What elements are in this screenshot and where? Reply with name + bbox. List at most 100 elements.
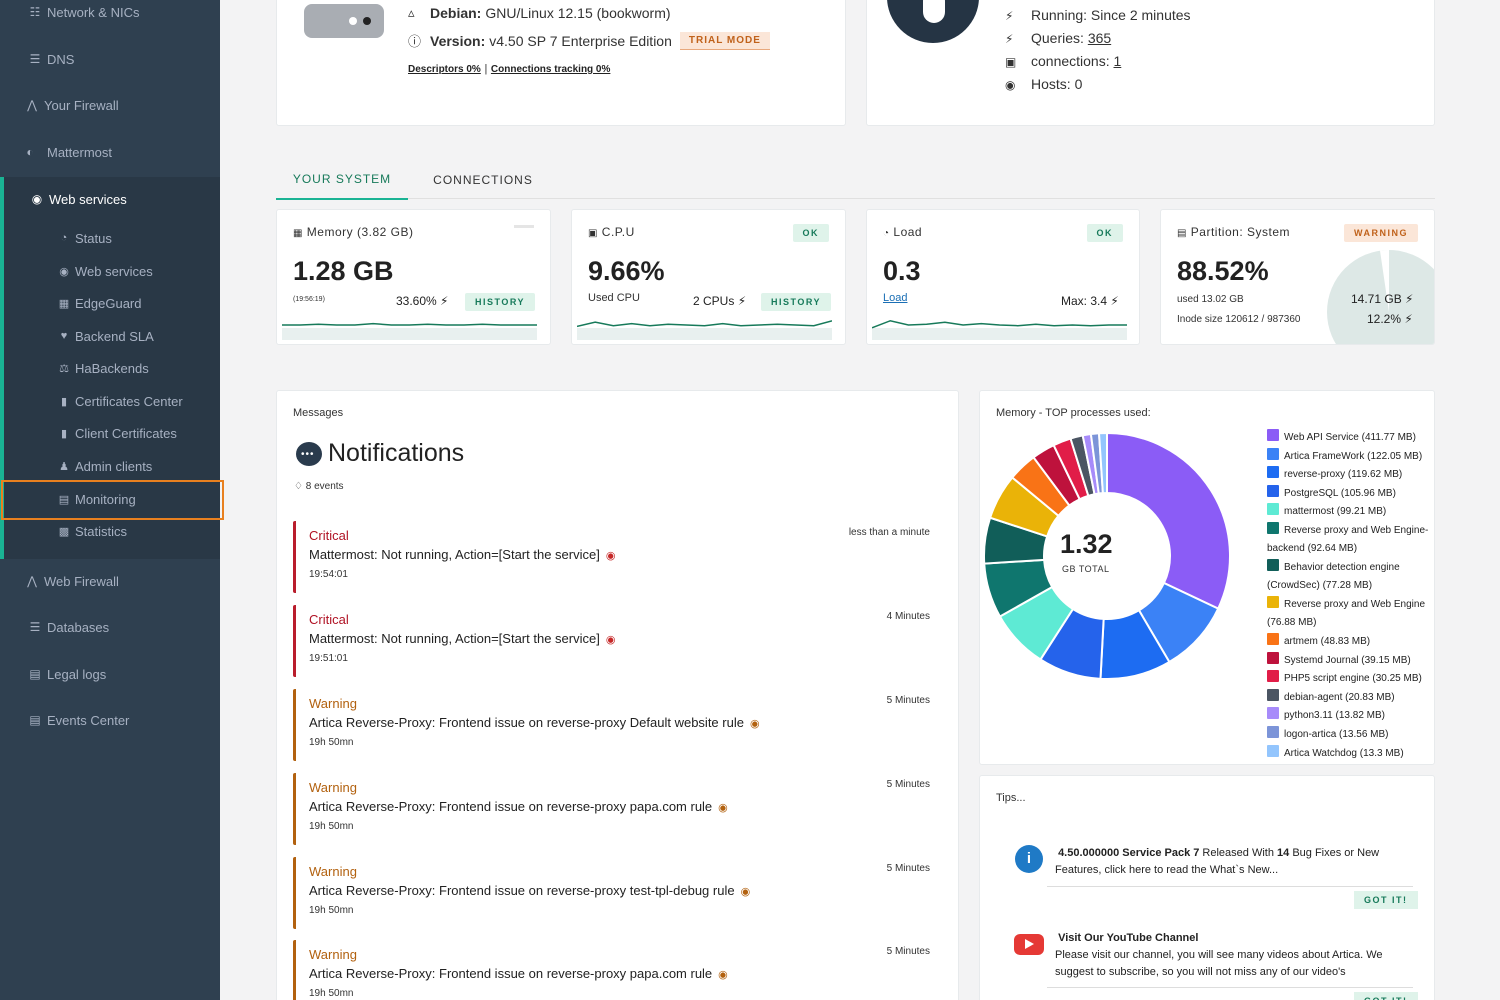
sidebar-item-databases[interactable]: ☰ Databases [0, 607, 220, 647]
eye-icon[interactable]: ◉ [740, 886, 751, 898]
cpu-history-button[interactable]: HISTORY [761, 293, 832, 311]
partition-value: 88.52% [1177, 256, 1269, 286]
legend-swatch [1267, 466, 1279, 479]
notifications-title: Notifications [328, 439, 465, 467]
tip-got-it-button[interactable]: GOT IT! [1354, 891, 1418, 909]
legend-label: Systemd Journal (39.15 MB) [1284, 654, 1411, 666]
legend-label: PostgreSQL (105.96 MB) [1284, 487, 1396, 499]
sidebar-item-web-firewall[interactable]: ⋀ Web Firewall [0, 561, 220, 601]
legend-swatch [1267, 633, 1279, 645]
notification-time: 19h 50mn [309, 905, 354, 916]
sidebar-item-your-firewall[interactable]: ⋀ Your Firewall [0, 85, 220, 125]
partition-pie [1327, 250, 1434, 344]
tracking-links: Descriptors 0% | Connections tracking 0% [408, 60, 610, 75]
eye-icon[interactable]: ◉ [718, 969, 728, 981]
cpu-title-text: C.P.U [601, 225, 635, 239]
legend-swatch [1267, 503, 1279, 516]
notification-item[interactable]: Critical Mattermost: Not running, Action=… [293, 605, 943, 677]
connections-tracking-link[interactable]: Connections tracking 0% [490, 64, 611, 75]
eye-icon[interactable]: ◉ [605, 550, 616, 562]
partition-title-text: Partition: System [1190, 225, 1290, 239]
running-row: ⚡ Running: Since 2 minutes [1005, 4, 1191, 27]
load-status-badge: OK [1086, 224, 1123, 242]
sidebar-subitem-label: Client Certificates [75, 425, 177, 441]
sidebar-item-dns[interactable]: ☰ DNS [0, 39, 220, 79]
service-info-card: ⚡ Running: Since 2 minutes ⚡ Queries: 365 … [866, 0, 1435, 126]
cpu-card: ▣ C.P.U OK 9.66% Used CPU 2 CPUs ⚡ HISTO… [571, 209, 846, 345]
notification-time: 19h 50mn [309, 737, 354, 748]
memory-history-button[interactable]: HISTORY [465, 293, 536, 311]
notification-item[interactable]: Warning Artica Reverse-Proxy: Frontend is… [293, 857, 943, 929]
tab-connections[interactable]: CONNECTIONS [418, 160, 548, 200]
legend-swatch [1267, 484, 1279, 497]
memory-title: ▦ Memory (3.82 GB) [293, 225, 414, 239]
heart-icon: ♥ [60, 330, 68, 342]
notification-item[interactable]: Warning Artica Reverse-Proxy: Frontend is… [293, 940, 943, 1000]
load-max: Max: 3.4 ⚡ [1061, 294, 1119, 308]
eye-icon[interactable]: ◉ [605, 634, 616, 646]
notification-level: Critical [309, 612, 349, 627]
connections-label: connections: [1031, 53, 1110, 69]
tip-service-pack-title: 4.50.000000 Service Pack 7 [1058, 847, 1200, 859]
eye-icon[interactable]: ◉ [718, 802, 728, 814]
load-max-text: Max: 3.4 [1061, 294, 1108, 308]
sidebar-item-web-services[interactable]: ◉ Web services [0, 179, 220, 219]
sidebar-subitem-admin-clients[interactable]: ♟ Admin clients [4, 451, 220, 481]
legend-item: Artica FrameWork (122.05 MB) [1267, 447, 1437, 466]
os-label: Debian: [430, 5, 482, 21]
sidebar-item-events-center[interactable]: ▤ Events Center [0, 700, 220, 740]
sidebar-subitem-certificates-center[interactable]: ▮ Certificates Center [4, 386, 220, 416]
sidebar-subitem-status[interactable]: ◔ Status [4, 223, 220, 253]
notification-item[interactable]: Critical Mattermost: Not running, Action=… [293, 521, 943, 593]
notification-ago: 5 Minutes [886, 695, 930, 706]
donut-slice[interactable] [1106, 431, 1231, 610]
bolt-icon: ⚡ [440, 294, 449, 308]
descriptors-link[interactable]: Descriptors 0% [408, 64, 481, 75]
info-icon: ⓘ [408, 34, 422, 49]
tip-service-pack[interactable]: 4.50.000000 Service Pack 7 Released With… [1055, 845, 1410, 879]
legend-swatch [1267, 707, 1279, 720]
collapse-bar[interactable] [514, 225, 534, 228]
legend-item: PHP5 script engine (30.25 MB) [1267, 670, 1437, 688]
connections-value[interactable]: 1 [1113, 53, 1122, 69]
tip-youtube[interactable]: Visit Our YouTube Channel Please visit o… [1055, 930, 1410, 981]
tip-divider [1047, 886, 1413, 887]
notification-message-text: Artica Reverse-Proxy: Frontend issue on … [309, 715, 744, 730]
eye-icon[interactable]: ◉ [749, 718, 760, 730]
sidebar-subitem-edgeguard[interactable]: ▦ EdgeGuard [4, 288, 220, 318]
tip-got-it-button[interactable]: GOT IT! [1354, 992, 1418, 1000]
tab-your-system[interactable]: YOUR SYSTEM [276, 160, 408, 200]
legend-swatch [1267, 447, 1279, 460]
sidebar-subitem-label: Monitoring [75, 491, 136, 507]
load-title: ◔ Load [883, 225, 922, 239]
sidebar-subitem-statistics[interactable]: ▩ Statistics [4, 516, 220, 546]
legend-label: debian-agent (20.83 MB) [1284, 691, 1395, 703]
legend-label: logon-artica (13.56 MB) [1284, 729, 1389, 740]
connections-row: ▣ connections: 1 [1005, 50, 1191, 73]
legend-item: Behavior detection engine (CrowdSec) (77… [1267, 559, 1437, 595]
sidebar-item-network[interactable]: ☷ Network & NICs [0, 0, 220, 32]
notification-level: Warning [309, 780, 357, 795]
notification-item[interactable]: Warning Artica Reverse-Proxy: Frontend is… [293, 773, 943, 845]
notification-message: Mattermost: Not running, Action=[Start t… [309, 631, 615, 646]
tip-divider [1047, 987, 1413, 988]
sidebar-item-mattermost[interactable]: ◐ Mattermost [0, 132, 220, 172]
sidebar-subitem-habackends[interactable]: ⚖ HaBackends [4, 353, 220, 383]
sidebar-item-legal-logs[interactable]: ▤ Legal logs [0, 654, 220, 694]
notification-level: Critical [309, 528, 349, 543]
legend-swatch [1267, 670, 1279, 683]
sidebar-subitem-monitoring[interactable]: ▤ Monitoring [4, 484, 220, 514]
memory-value: 1.28 GB [293, 256, 394, 286]
sidebar-subitem-client-certificates[interactable]: ▮ Client Certificates [4, 418, 220, 448]
file-chart-icon: ▤ [58, 493, 70, 506]
sidebar-subitem-backend-sla[interactable]: ♥ Backend SLA [4, 321, 220, 351]
legend-item: reverse-proxy (119.62 MB) [1267, 466, 1437, 484]
notification-item[interactable]: Warning Artica Reverse-Proxy: Frontend is… [293, 689, 943, 761]
donut-slice[interactable] [1097, 431, 1108, 495]
legend-item: debian-agent (20.83 MB) [1267, 688, 1437, 707]
sidebar-subitem-web-services[interactable]: ◉ Web services [4, 256, 220, 286]
sidebar-item-label: Web Firewall [44, 573, 119, 589]
queries-row: ⚡ Queries: 365 [1005, 27, 1191, 50]
queries-value[interactable]: 365 [1087, 30, 1112, 46]
load-link[interactable]: Load [883, 292, 908, 304]
